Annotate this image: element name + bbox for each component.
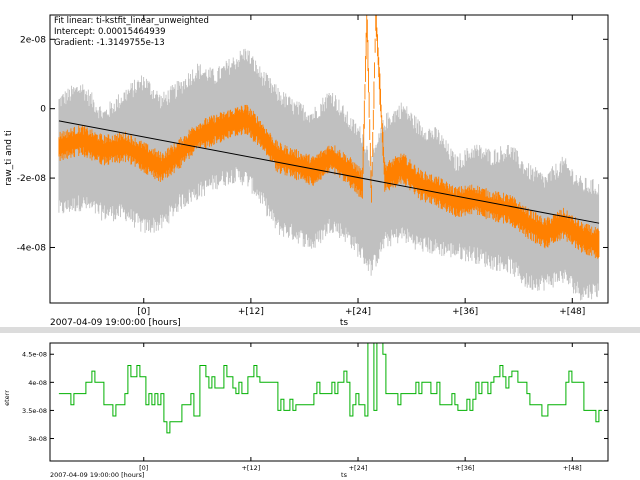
bottom-y-tick-label: 3.5e-08	[22, 407, 47, 415]
top-y-tick-label: -2e-08	[17, 174, 46, 184]
bottom-x-tick-label: +[48]	[563, 464, 582, 472]
top-time-origin-label: 2007-04-09 19:00:00 [hours]	[50, 318, 181, 328]
top-x-tick-label: [0]	[137, 307, 150, 317]
bottom-x-tick-label: [0]	[139, 464, 148, 472]
top-plot: 2e-08 0 -2e-08 -4e-08 [0] +[12] +[24] +[36] +[48…	[4, 14, 609, 328]
bottom-x-axis-label: ts	[341, 471, 348, 479]
bottom-time-origin-label: 2007-04-09 19:00:00 [hours]	[50, 471, 144, 479]
fit-line	[58, 120, 600, 224]
top-x-axis-label: ts	[340, 318, 349, 328]
top-x-tick-label: +[36]	[452, 307, 478, 317]
top-y-tick-label: 2e-08	[20, 35, 46, 45]
bottom-plot-frame	[49, 342, 609, 462]
fit-annotation-line2: Intercept: 0.00015464939	[54, 27, 166, 37]
top-y-tick-label: 0	[40, 105, 46, 115]
top-x-tick-label: +[24]	[345, 307, 371, 317]
top-axes: 2e-08 0 -2e-08 -4e-08 [0] +[12] +[24] +[36] +[48…	[17, 14, 609, 317]
bottom-x-tick-label: +[36]	[456, 464, 475, 472]
top-y-tick-label: -4e-08	[17, 243, 46, 253]
top-x-tick-label: +[48]	[559, 307, 585, 317]
bottom-y-tick-label: 4.5e-08	[22, 351, 47, 359]
bottom-y-tick-label: 4e-08	[28, 379, 47, 387]
bottom-y-tick-label: 3e-08	[28, 435, 47, 443]
series-eterr	[58, 342, 602, 434]
top-x-tick-label: +[12]	[238, 307, 264, 317]
top-plot-frame	[49, 14, 609, 304]
top-y-axis-label: raw_ti and ti	[4, 130, 14, 186]
pane-separator	[0, 327, 640, 333]
bottom-y-axis-label: eterr	[3, 390, 11, 406]
eterr-trace	[58, 342, 602, 434]
bottom-x-tick-label: +[12]	[241, 464, 260, 472]
series-fit	[58, 120, 600, 224]
bottom-x-tick-label: +[24]	[349, 464, 368, 472]
fit-annotation-line1: Fit linear: ti-kstfit_linear_unweighted	[54, 16, 209, 26]
bottom-axes: 4.5e-08 4e-08 3.5e-08 3e-08 [0] +[12] +[24] +[3…	[22, 342, 609, 472]
bottom-plot: 4.5e-08 4e-08 3.5e-08 3e-08 [0] +[12] +[24] +[3…	[3, 342, 609, 479]
fit-annotation-line3: Gradient: -1.3149755e-13	[54, 38, 165, 48]
